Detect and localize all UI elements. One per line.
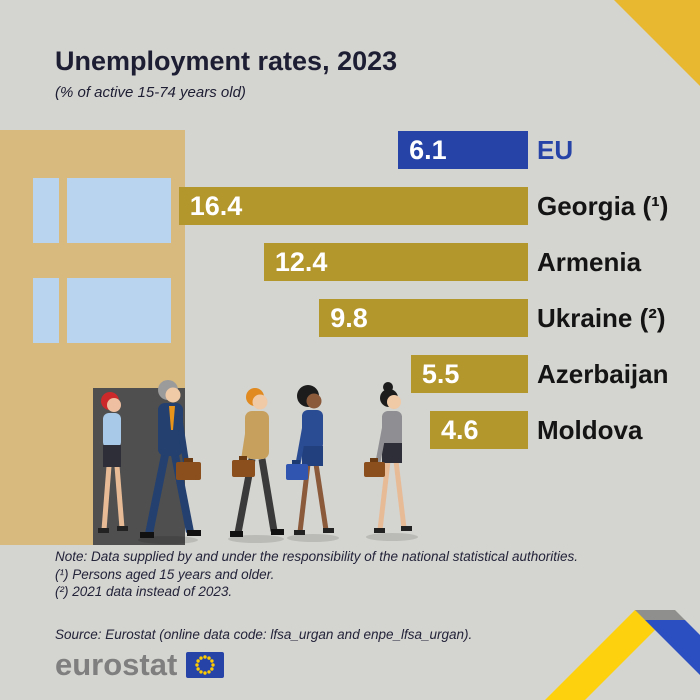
eurostat-logo-text: eurostat bbox=[55, 647, 178, 682]
note-line: (²) 2021 data instead of 2023. bbox=[55, 584, 233, 599]
bar-row: 16.4 Georgia (¹) bbox=[0, 187, 700, 225]
note-line: Note: Data supplied by and under the res… bbox=[55, 549, 579, 564]
person-man-navy-suit bbox=[140, 380, 201, 538]
bar-value: 9.8 bbox=[330, 302, 368, 333]
ribbon-blue-band bbox=[645, 620, 700, 675]
bar: 9.8 bbox=[319, 299, 528, 337]
bar-label: Ukraine (²) bbox=[537, 302, 666, 333]
bar-value: 16.4 bbox=[189, 190, 243, 221]
bar-value: 4.6 bbox=[441, 414, 479, 445]
bar-row: 9.8 Ukraine (²) bbox=[0, 299, 700, 337]
bar-label: Armenia bbox=[537, 246, 642, 277]
corner-triangle-decoration bbox=[614, 0, 700, 86]
page-title: Unemployment rates, 2023 bbox=[55, 46, 398, 76]
bar-label: Georgia (¹) bbox=[537, 190, 669, 221]
person-man-tan-coat bbox=[230, 388, 284, 537]
page-subtitle: (% of active 15-74 years old) bbox=[55, 84, 246, 101]
note-line: (¹) Persons aged 15 years and older. bbox=[55, 566, 275, 582]
person-woman-gray-blazer bbox=[364, 382, 412, 533]
person-woman-blue-suit bbox=[286, 385, 334, 535]
bar-row: 4.6 Moldova bbox=[0, 411, 700, 449]
bar: 5.5 bbox=[410, 355, 528, 393]
eu-flag-stars bbox=[195, 654, 216, 675]
shadow bbox=[366, 533, 418, 541]
bar-value: 12.4 bbox=[274, 246, 328, 277]
bar: 6.1 bbox=[398, 131, 528, 169]
eurostat-logo: eurostat bbox=[55, 647, 225, 682]
bar-row: 12.4 Armenia bbox=[0, 243, 700, 281]
window-pane bbox=[67, 278, 171, 343]
ribbon-decoration bbox=[545, 610, 700, 700]
ribbon-yellow-band bbox=[545, 610, 675, 700]
bar-row: 5.5 Azerbaijan bbox=[0, 355, 700, 393]
bar-label: Moldova bbox=[537, 414, 643, 445]
shadow bbox=[287, 534, 339, 542]
corner-triangle bbox=[614, 0, 700, 86]
bar: 16.4 bbox=[178, 187, 528, 225]
bar-label: EU bbox=[537, 134, 574, 165]
source-text: Source: Eurostat (online data code: lfsa… bbox=[55, 627, 473, 642]
bar-value: 5.5 bbox=[421, 358, 460, 389]
window-pane bbox=[33, 178, 59, 243]
bar: 4.6 bbox=[430, 411, 528, 449]
bar-row: 6.1 EU bbox=[0, 131, 700, 169]
window-pane bbox=[67, 178, 171, 243]
person-woman-red-hair bbox=[98, 392, 128, 533]
eu-flag-field bbox=[186, 651, 225, 678]
building-people-illustration bbox=[0, 130, 418, 545]
bar: 12.4 bbox=[263, 243, 528, 281]
window-pane bbox=[33, 278, 59, 343]
ribbon-fold-shadow bbox=[635, 610, 685, 620]
notes-block: Note: Data supplied by and under the res… bbox=[55, 548, 578, 601]
bar-label: Azerbaijan bbox=[537, 358, 669, 389]
bar-value: 6.1 bbox=[409, 134, 447, 165]
eu-flag-icon bbox=[186, 651, 225, 678]
